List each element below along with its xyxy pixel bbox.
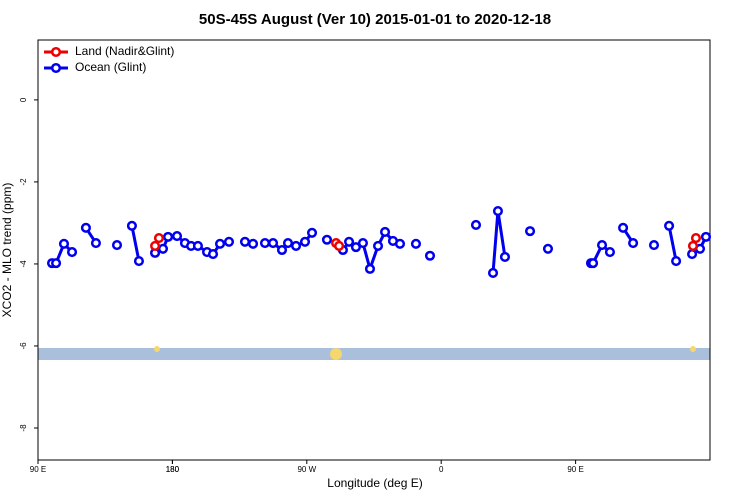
surface-marker	[690, 346, 696, 352]
data-point	[153, 233, 165, 244]
data-point	[223, 236, 235, 247]
legend-label: Land (Nadir&Glint)	[75, 44, 174, 58]
data-point	[259, 237, 271, 249]
y-tick-label: -6	[19, 342, 28, 350]
data-point	[150, 240, 161, 251]
data-point	[214, 238, 226, 249]
data-point	[487, 267, 499, 279]
series-line	[153, 237, 698, 247]
surface-band	[38, 348, 710, 360]
data-point	[394, 238, 406, 249]
data-point	[268, 237, 279, 249]
data-point	[687, 240, 699, 251]
data-point	[163, 231, 174, 242]
data-point	[306, 227, 318, 238]
data-point	[334, 240, 345, 251]
data-point	[525, 226, 536, 237]
data-point	[344, 236, 355, 247]
data-point	[648, 240, 660, 251]
chart-title: 50S-45S August (Ver 10) 2015-01-01 to 20…	[199, 11, 551, 28]
y-tick-label: -2	[19, 178, 28, 186]
y-tick-label: 0	[19, 97, 28, 102]
x-tick-label: 0	[439, 465, 444, 474]
data-point	[372, 240, 384, 251]
data-point	[126, 220, 137, 231]
data-point	[171, 231, 183, 242]
data-point	[90, 237, 101, 249]
data-point	[58, 238, 70, 249]
legend-marker	[50, 62, 62, 74]
x-tick-label: 90 E	[30, 465, 46, 474]
legend-marker	[50, 46, 62, 58]
x-tick-label: 180	[166, 465, 180, 474]
data-point	[424, 250, 436, 261]
data-point	[276, 244, 288, 256]
data-point	[410, 238, 422, 249]
data-point	[80, 222, 91, 233]
surface-marker	[330, 348, 342, 360]
data-point	[604, 247, 615, 258]
data-point	[628, 237, 639, 249]
data-point	[239, 236, 251, 247]
surface-marker	[154, 346, 160, 352]
data-point	[133, 256, 144, 267]
data-point	[51, 258, 62, 269]
data-point	[111, 240, 123, 251]
data-point	[66, 247, 78, 258]
x-tick-label: 90 E	[567, 465, 583, 474]
data-point	[492, 205, 503, 217]
y-tick-label: -4	[19, 260, 28, 268]
data-point	[542, 243, 554, 254]
data-point	[687, 249, 698, 260]
data-point	[364, 263, 376, 274]
y-axis-label: XCO2 - MLO trend (ppm)	[0, 183, 14, 318]
x-tick-label: 180	[166, 465, 180, 474]
plot-frame	[37, 39, 711, 461]
data-point	[664, 220, 675, 231]
data-point	[588, 258, 599, 269]
data-point	[157, 243, 169, 254]
x-tick-label: 90 W	[297, 465, 316, 474]
data-point	[282, 237, 294, 249]
y-tick-label: -8	[19, 424, 28, 432]
data-point	[700, 231, 712, 242]
data-point	[299, 236, 311, 247]
data-point	[596, 240, 608, 251]
data-point	[618, 222, 629, 233]
legend-label: Ocean (Glint)	[75, 60, 146, 74]
data-point	[470, 219, 482, 231]
data-point	[671, 256, 682, 267]
data-point	[192, 240, 203, 251]
data-point	[207, 249, 219, 260]
data-point	[290, 240, 302, 251]
data-point	[350, 242, 361, 253]
x-axis-label: Longitude (deg E)	[327, 476, 422, 490]
data-point	[499, 251, 511, 263]
data-point	[321, 234, 333, 245]
data-point	[380, 226, 391, 238]
data-point	[690, 233, 702, 244]
data-point	[357, 237, 368, 249]
data-point	[247, 238, 259, 249]
